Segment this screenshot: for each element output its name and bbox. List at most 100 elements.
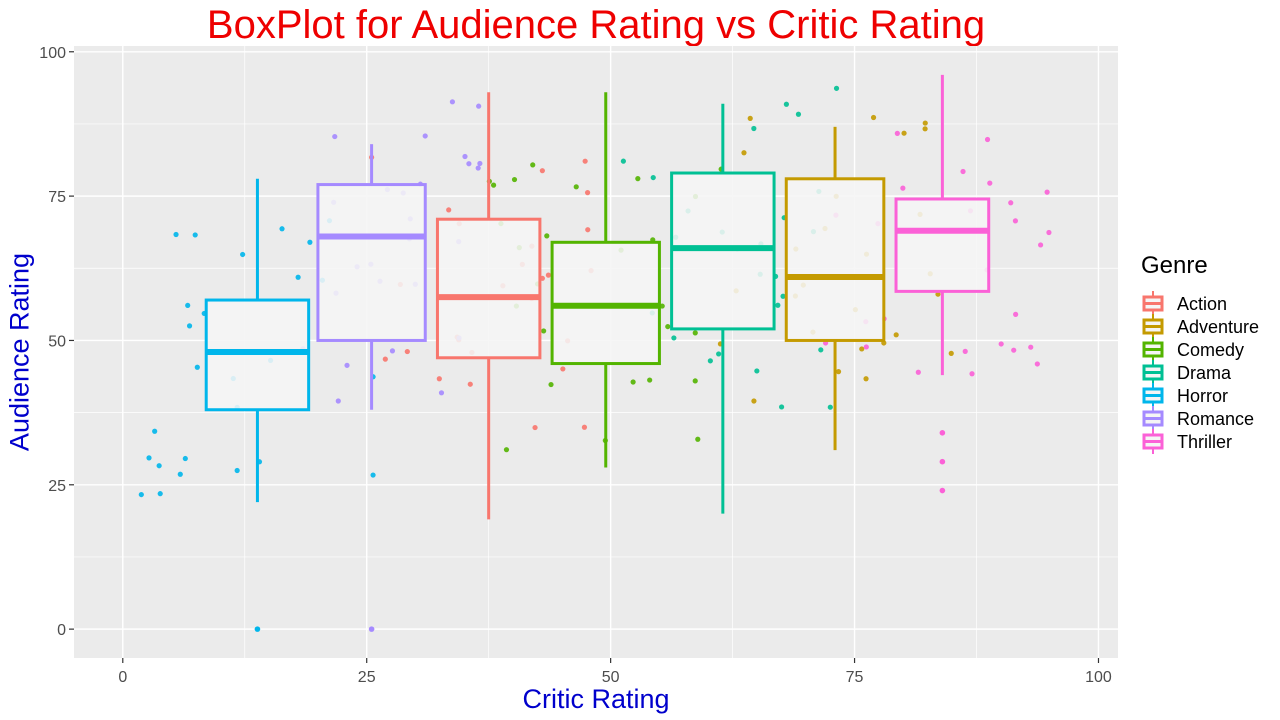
jitter-point	[1011, 347, 1017, 353]
jitter-point	[984, 136, 991, 143]
jitter-point	[900, 185, 906, 191]
jitter-point	[545, 272, 552, 278]
box-iqr	[784, 177, 886, 342]
jitter-point	[404, 348, 410, 355]
jitter-point	[935, 291, 941, 297]
jitter-point	[585, 227, 591, 233]
jitter-point	[462, 153, 468, 160]
y-axis-title: Audience Rating	[4, 252, 35, 452]
jitter-point	[146, 455, 152, 461]
jitter-point	[741, 150, 747, 156]
jitter-point	[152, 428, 158, 434]
jitter-point	[922, 120, 928, 126]
jitter-point	[449, 99, 456, 105]
jitter-point	[422, 133, 428, 139]
jitter-point	[650, 174, 656, 181]
jitter-point	[194, 364, 200, 370]
outlier-point	[939, 430, 946, 436]
jitter-point	[138, 491, 144, 498]
jitter-point	[344, 362, 350, 368]
jitter-point	[544, 233, 550, 239]
jitter-point	[389, 348, 396, 354]
jitter-point	[560, 366, 566, 372]
outlier-point	[368, 626, 375, 632]
jitter-point	[894, 130, 900, 136]
x-tick-label: 25	[358, 669, 376, 686]
legend-item-thriller: Thriller	[1142, 429, 1232, 454]
jitter-point	[780, 293, 786, 299]
jitter-point	[539, 168, 545, 174]
jitter-point	[795, 111, 802, 117]
jitter-point	[532, 424, 538, 431]
jitter-point	[692, 378, 698, 384]
jitter-point	[818, 347, 824, 353]
x-tick-label: 100	[1085, 669, 1112, 686]
jitter-point	[695, 436, 701, 442]
legend-label: Comedy	[1177, 340, 1244, 360]
jitter-point	[960, 168, 966, 175]
jitter-point	[659, 303, 665, 309]
jitter-point	[307, 239, 313, 245]
outlier-point	[939, 487, 946, 494]
y-tick-label: 0	[57, 622, 66, 639]
y-tick-label: 50	[48, 333, 66, 350]
jitter-point	[177, 471, 183, 477]
jitter-point	[665, 323, 671, 330]
jitter-point	[778, 404, 785, 410]
jitter-point	[827, 404, 833, 410]
jitter-point	[716, 351, 722, 357]
y-tick-label: 75	[48, 189, 66, 206]
legend-item-horror: Horror	[1142, 383, 1228, 408]
legend-label: Thriller	[1177, 432, 1232, 452]
legend-item-romance: Romance	[1142, 406, 1254, 431]
jitter-point	[863, 376, 869, 382]
jitter-point	[630, 379, 636, 385]
jitter-point	[833, 85, 840, 91]
jitter-point	[582, 158, 588, 164]
legend-item-action: Action	[1142, 291, 1227, 316]
jitter-point	[185, 302, 191, 309]
jitter-point	[948, 350, 954, 356]
box-iqr	[435, 217, 542, 360]
y-tick-label: 100	[39, 45, 66, 62]
legend-label: Adventure	[1177, 317, 1259, 337]
jitter-point	[647, 377, 653, 383]
jitter-point	[548, 381, 554, 388]
box-thriller	[894, 74, 991, 494]
jitter-point	[476, 103, 482, 109]
jitter-point	[835, 369, 842, 375]
jitter-point	[438, 390, 445, 396]
jitter-point	[962, 348, 968, 354]
jitter-point	[692, 330, 698, 336]
jitter-point	[751, 125, 757, 132]
jitter-point	[446, 207, 452, 213]
jitter-point	[475, 165, 481, 171]
jitter-point	[671, 335, 677, 341]
jitter-point	[915, 369, 921, 375]
jitter-point	[511, 176, 518, 183]
jitter-point	[620, 158, 626, 164]
jitter-point	[1038, 242, 1044, 248]
box-iqr	[316, 183, 427, 342]
jitter-point	[969, 371, 975, 377]
jitter-point	[635, 176, 641, 182]
jitter-point	[901, 130, 907, 136]
box-horror	[204, 178, 311, 632]
jitter-point	[186, 323, 193, 329]
jitter-point	[863, 344, 869, 350]
jitter-point	[573, 184, 579, 190]
x-axis-title: Critic Rating	[522, 684, 670, 714]
x-tick-label: 75	[846, 669, 864, 686]
jitter-point	[240, 251, 246, 258]
legend-title: Genre	[1141, 252, 1208, 279]
jitter-point	[467, 381, 473, 387]
jitter-point	[1044, 189, 1050, 195]
jitter-point	[530, 162, 536, 168]
box-romance	[316, 144, 427, 632]
jitter-point	[279, 226, 285, 232]
jitter-point	[156, 463, 162, 469]
jitter-point	[234, 467, 240, 474]
jitter-point	[503, 447, 510, 453]
jitter-point	[859, 346, 865, 352]
